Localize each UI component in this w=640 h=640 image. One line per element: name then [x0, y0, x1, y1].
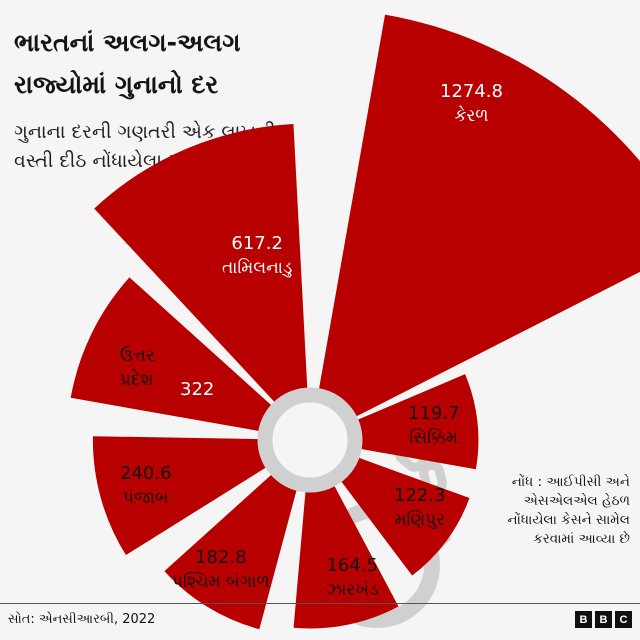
label-west-bengal: 182.8 પશ્ચિમ બંગાળ [172, 547, 270, 592]
bar-wedge [164, 474, 297, 630]
bar-wedge [94, 124, 308, 402]
label-uttar-pradesh-value: 322 [180, 379, 215, 400]
label-jharkhand: 164.5 ઝારખંડ [326, 555, 379, 600]
label-manipur: 122.3 મણિપુર [394, 485, 446, 530]
label-kerala: 1274.8 કેરળ [440, 81, 503, 126]
bar-wedge [319, 14, 640, 417]
bar-wedge [92, 436, 266, 556]
source-text: સોત: એનસીઆરબી, 2022 [8, 612, 156, 627]
bbc-logo: B B C [575, 611, 632, 628]
label-uttar-pradesh-name: ઉત્તર પ્રદેશ [120, 346, 155, 390]
footnote: નોંધ : આઈપીસી અને એસએલએલ હેઠળ નોંધાયેલા … [507, 474, 631, 547]
bar-wedge [293, 485, 399, 629]
footer-divider [0, 603, 640, 604]
chart-title: ભારતનાં અલગ-અલગ રાજ્યોમાં ગુનાનો દર [14, 28, 241, 99]
center-ring [257, 387, 363, 493]
bar-wedge [70, 277, 272, 431]
bars-group [70, 14, 640, 630]
label-sikkim: 119.7 સિક્કિમ [408, 403, 460, 448]
label-punjab: 240.6 પંજાબ [120, 463, 172, 508]
bar-wedge [341, 457, 470, 576]
bar-wedge [357, 374, 479, 470]
label-tamil-nadu: 617.2 તામિલનાડુ [222, 233, 293, 278]
